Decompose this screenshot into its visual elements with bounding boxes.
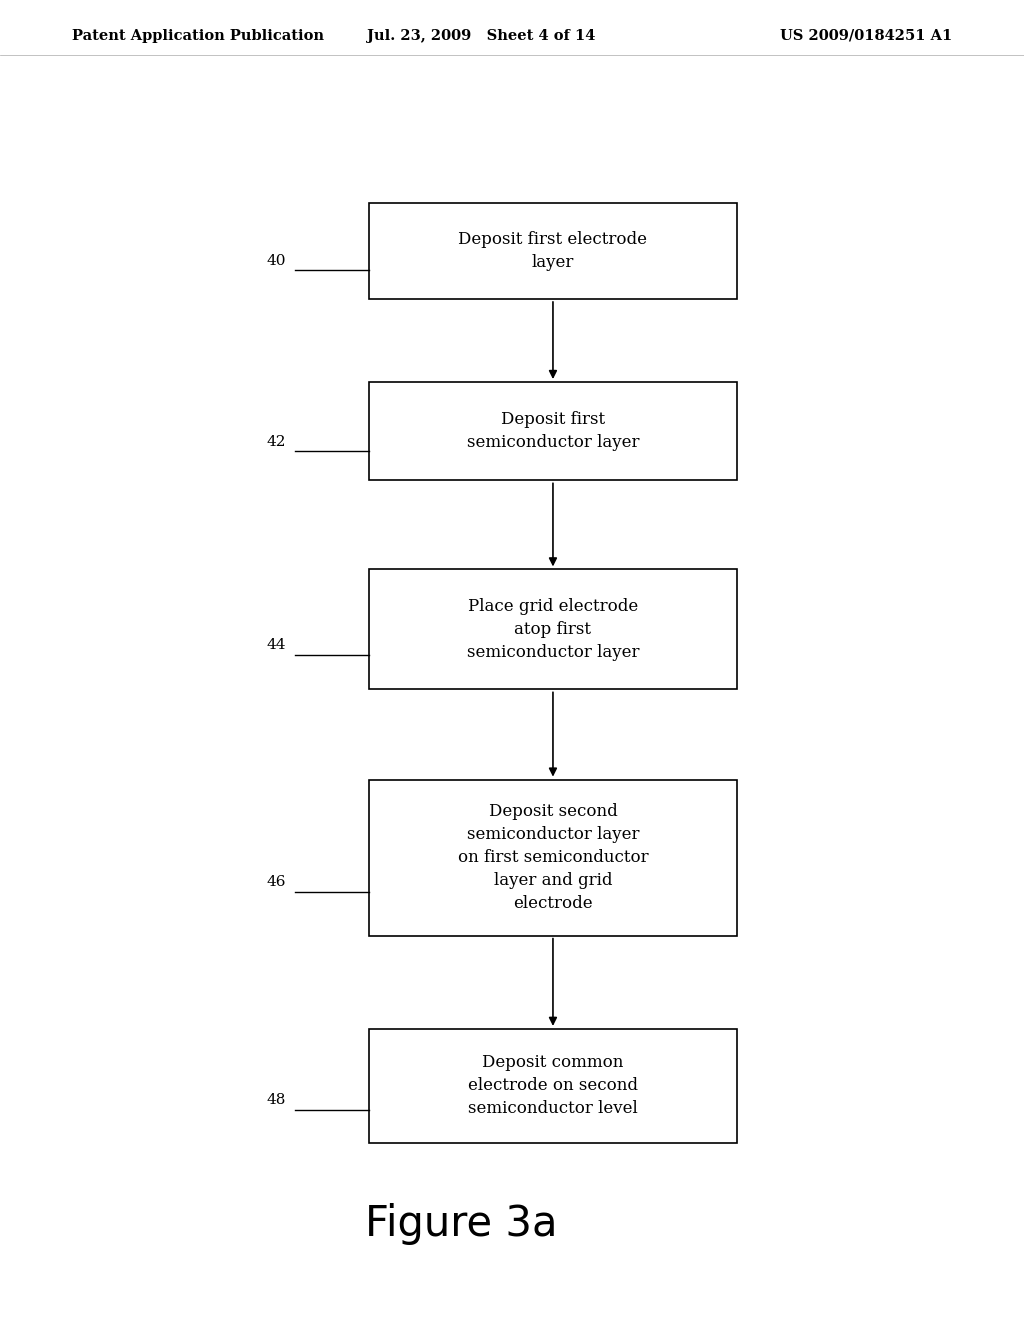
Text: Place grid electrode
atop first
semiconductor layer: Place grid electrode atop first semicond…: [467, 598, 639, 661]
Text: Deposit first electrode
layer: Deposit first electrode layer: [459, 231, 647, 271]
Bar: [369, 203, 737, 300]
Bar: [369, 780, 737, 936]
Text: US 2009/0184251 A1: US 2009/0184251 A1: [780, 29, 952, 42]
Text: 40: 40: [266, 253, 286, 268]
Bar: [369, 569, 737, 689]
Text: 46: 46: [266, 875, 286, 890]
Bar: [369, 381, 737, 480]
Text: Jul. 23, 2009   Sheet 4 of 14: Jul. 23, 2009 Sheet 4 of 14: [367, 29, 596, 42]
Text: 42: 42: [266, 434, 286, 449]
Text: Deposit first
semiconductor layer: Deposit first semiconductor layer: [467, 412, 639, 451]
Bar: [369, 1028, 737, 1143]
Text: Patent Application Publication: Patent Application Publication: [72, 29, 324, 42]
Text: Deposit second
semiconductor layer
on first semiconductor
layer and grid
electro: Deposit second semiconductor layer on fi…: [458, 804, 648, 912]
Text: Deposit common
electrode on second
semiconductor level: Deposit common electrode on second semic…: [468, 1055, 638, 1117]
Text: 44: 44: [266, 638, 286, 652]
Text: 48: 48: [266, 1093, 286, 1107]
Text: Figure 3a: Figure 3a: [365, 1203, 557, 1245]
